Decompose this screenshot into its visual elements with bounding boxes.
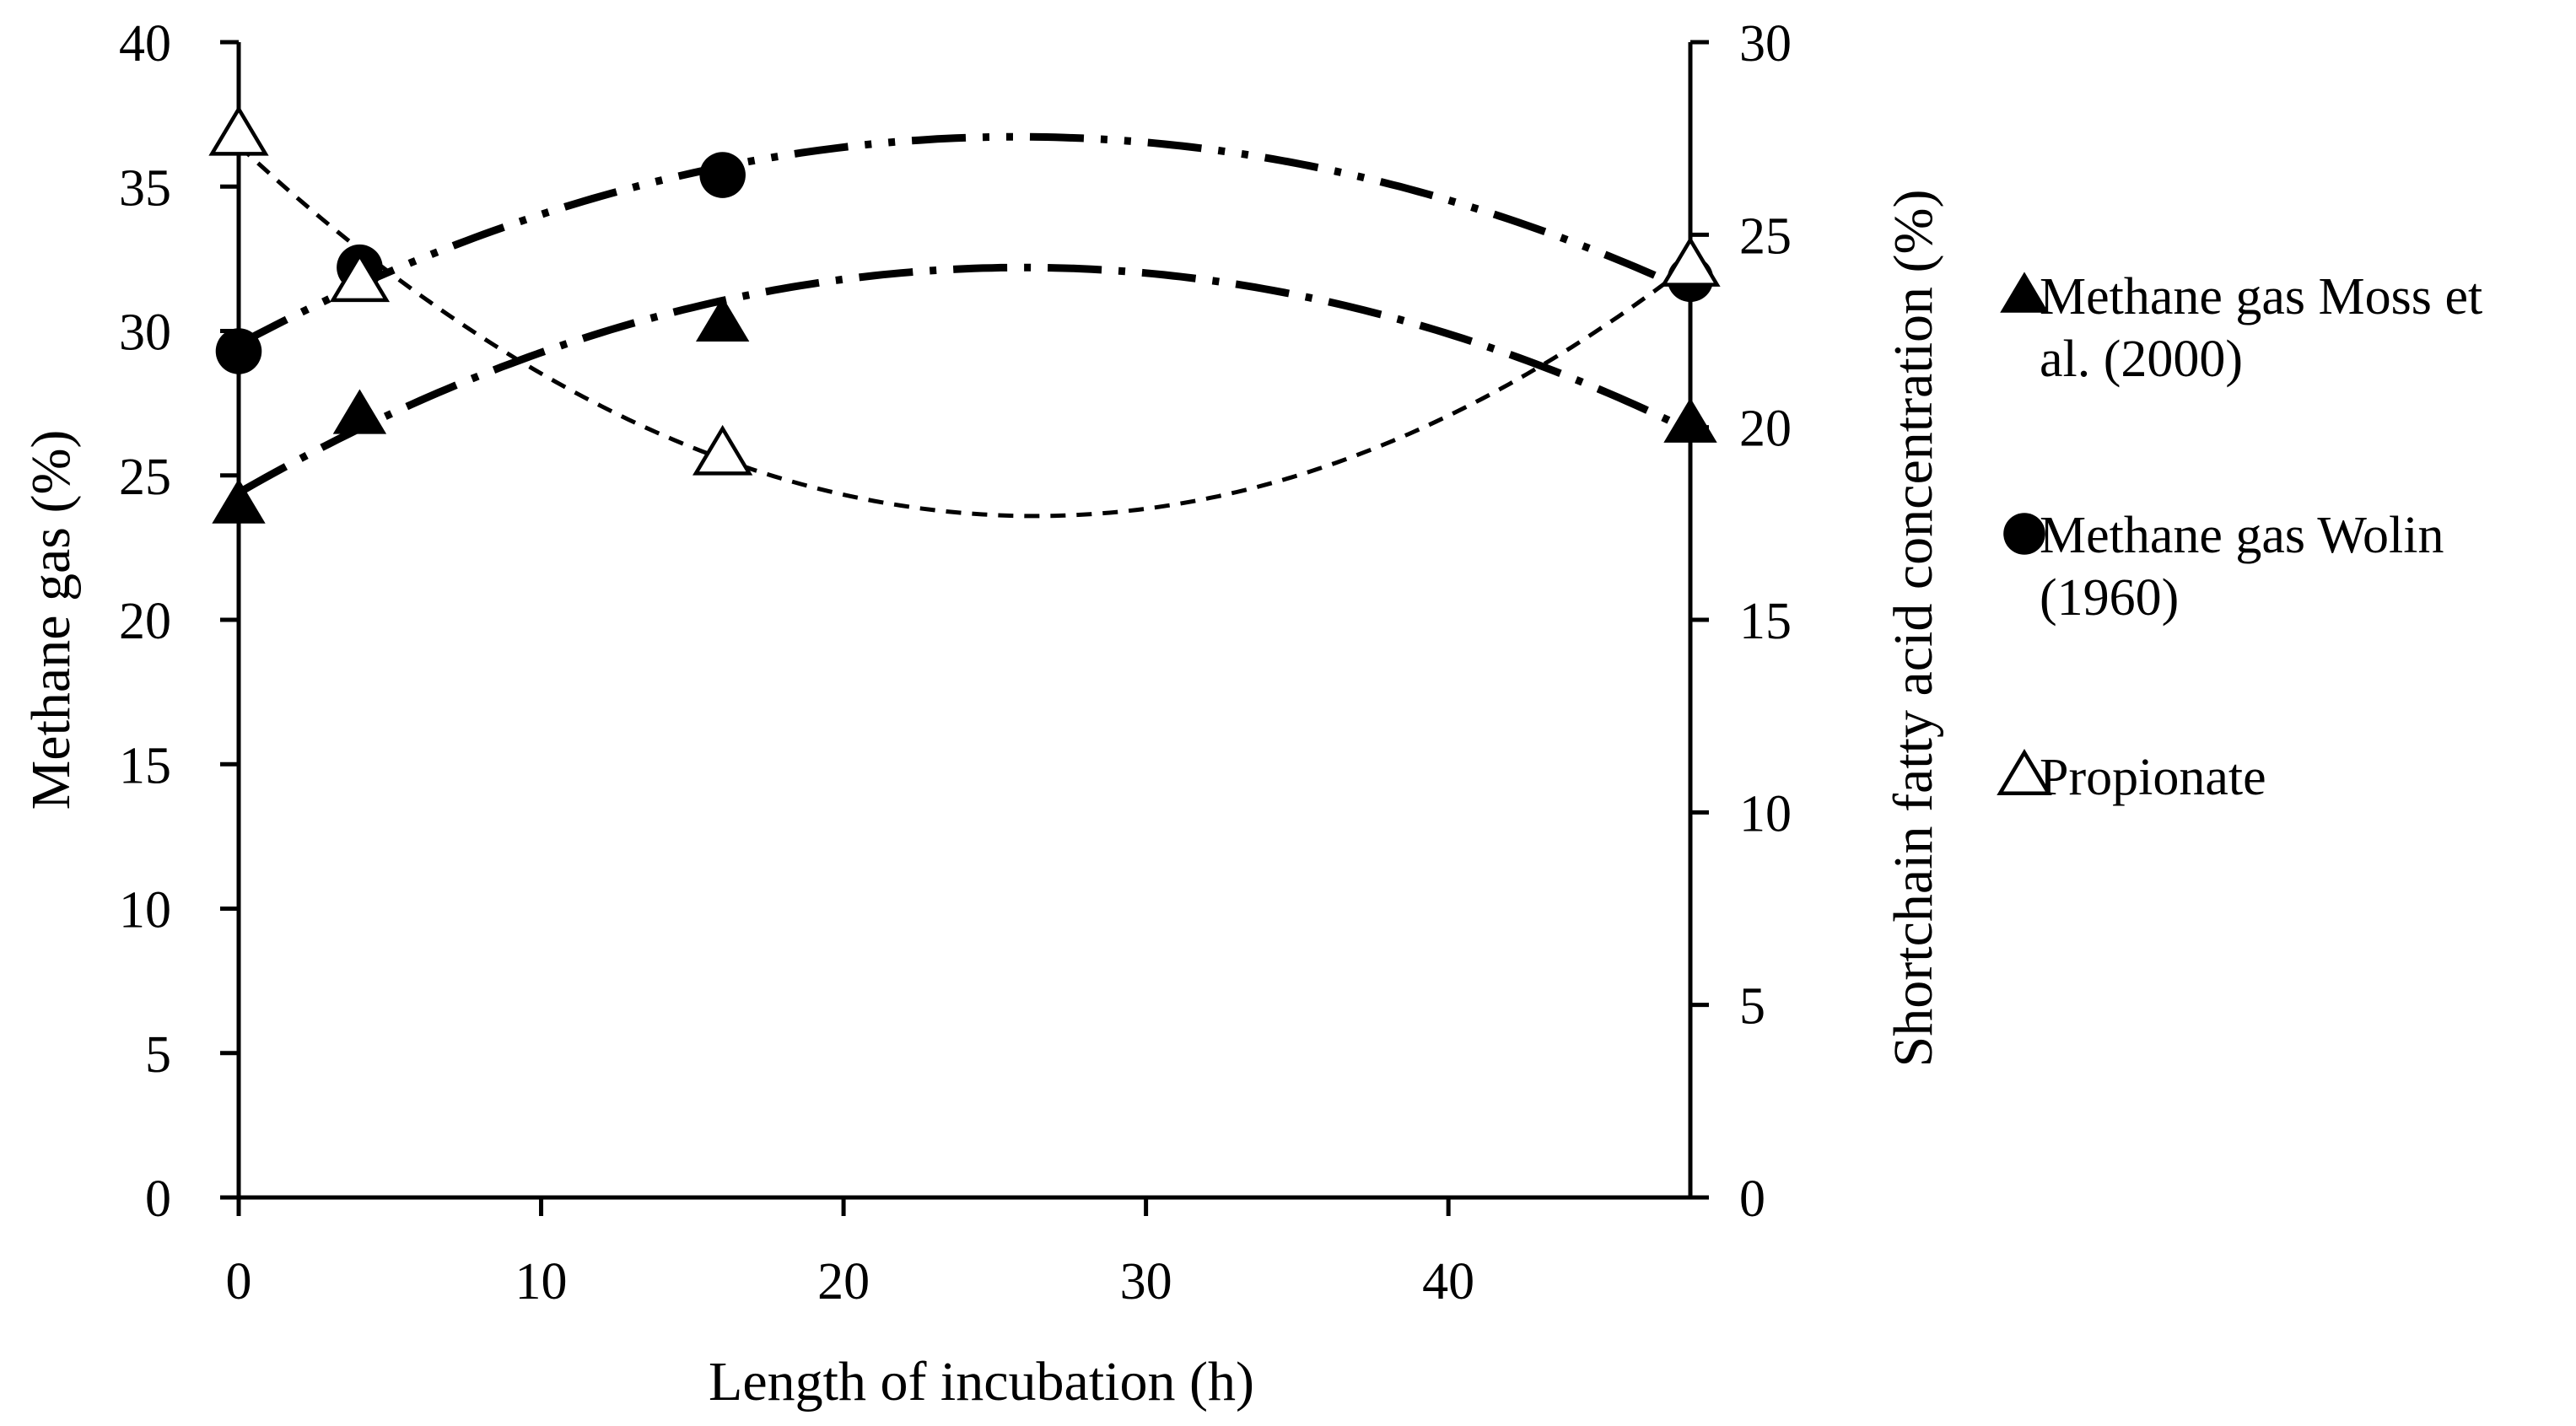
y-left-tick-label: 5 [145, 1026, 171, 1084]
legend-label-series-2: Methane gas Wolin [2040, 507, 2444, 564]
data-point-series-2 [699, 152, 746, 198]
y-left-tick-label: 20 [119, 593, 171, 650]
y-right-tick-label: 15 [1739, 593, 1792, 650]
legend-label-series-1: Methane gas Moss et [2040, 268, 2482, 326]
y-right-tick-label: 0 [1739, 1170, 1765, 1228]
y-right-tick-label: 5 [1739, 978, 1765, 1036]
y-left-axis-title: Methane gas (%) [20, 430, 82, 810]
x-tick-label: 30 [1120, 1253, 1172, 1310]
data-point-series-1 [1663, 397, 1717, 443]
data-point-series-3 [693, 424, 753, 476]
legend-marker-series-1 [2000, 272, 2049, 313]
data-point-series-3 [1660, 236, 1721, 287]
y-left-tick-label: 35 [119, 159, 171, 217]
y-left-tick-label: 10 [119, 882, 171, 939]
x-tick-label: 0 [226, 1253, 252, 1310]
y-right-axis-title: Shortchain fatty acid concentration (%) [1883, 190, 1944, 1068]
data-point-series-3 [329, 251, 391, 303]
legend-label-series-3: Propionate [2040, 749, 2266, 806]
y-right-tick-label: 10 [1739, 785, 1792, 842]
axis-titles: Length of incubation (h) Methane gas (%)… [20, 190, 1944, 1413]
trendline-series-3 [237, 143, 1692, 519]
y-right-tick-label: 30 [1739, 15, 1792, 73]
trendline-series-2 [236, 132, 1692, 348]
legend-marker-series-2 [2003, 513, 2045, 555]
axes [220, 40, 1709, 1216]
y-right-tick-label: 20 [1739, 401, 1792, 458]
data-point-series-1 [695, 296, 750, 342]
x-tick-label: 40 [1422, 1253, 1474, 1310]
y-left-tick-label: 40 [119, 15, 171, 73]
data-point-series-3 [208, 105, 269, 156]
trendlines [236, 132, 1692, 519]
trendline-series-1 [236, 263, 1692, 497]
x-tick-label: 10 [515, 1253, 568, 1310]
legend-label-series-2: (1960) [2040, 569, 2179, 627]
y-right-tick-label: 25 [1739, 207, 1792, 265]
x-axis-title: Length of incubation (h) [709, 1351, 1254, 1413]
y-left-tick-label: 0 [145, 1170, 171, 1228]
data-point-series-2 [215, 328, 262, 374]
y-left-tick-label: 30 [119, 304, 171, 362]
y-left-tick-label: 25 [119, 449, 171, 506]
legend-label-series-1: al. (2000) [2040, 331, 2243, 388]
legend-marker-series-3 [1997, 749, 2052, 795]
tick-labels: 0 5 10 15 20 25 30 35 40 0 5 10 15 20 25 30 0 10 20 30 40 [119, 15, 1792, 1310]
y-left-tick-label: 15 [119, 737, 171, 794]
data-points [208, 105, 1721, 524]
data-point-series-1 [212, 478, 266, 524]
data-point-series-1 [332, 389, 387, 434]
x-tick-label: 20 [817, 1253, 870, 1310]
